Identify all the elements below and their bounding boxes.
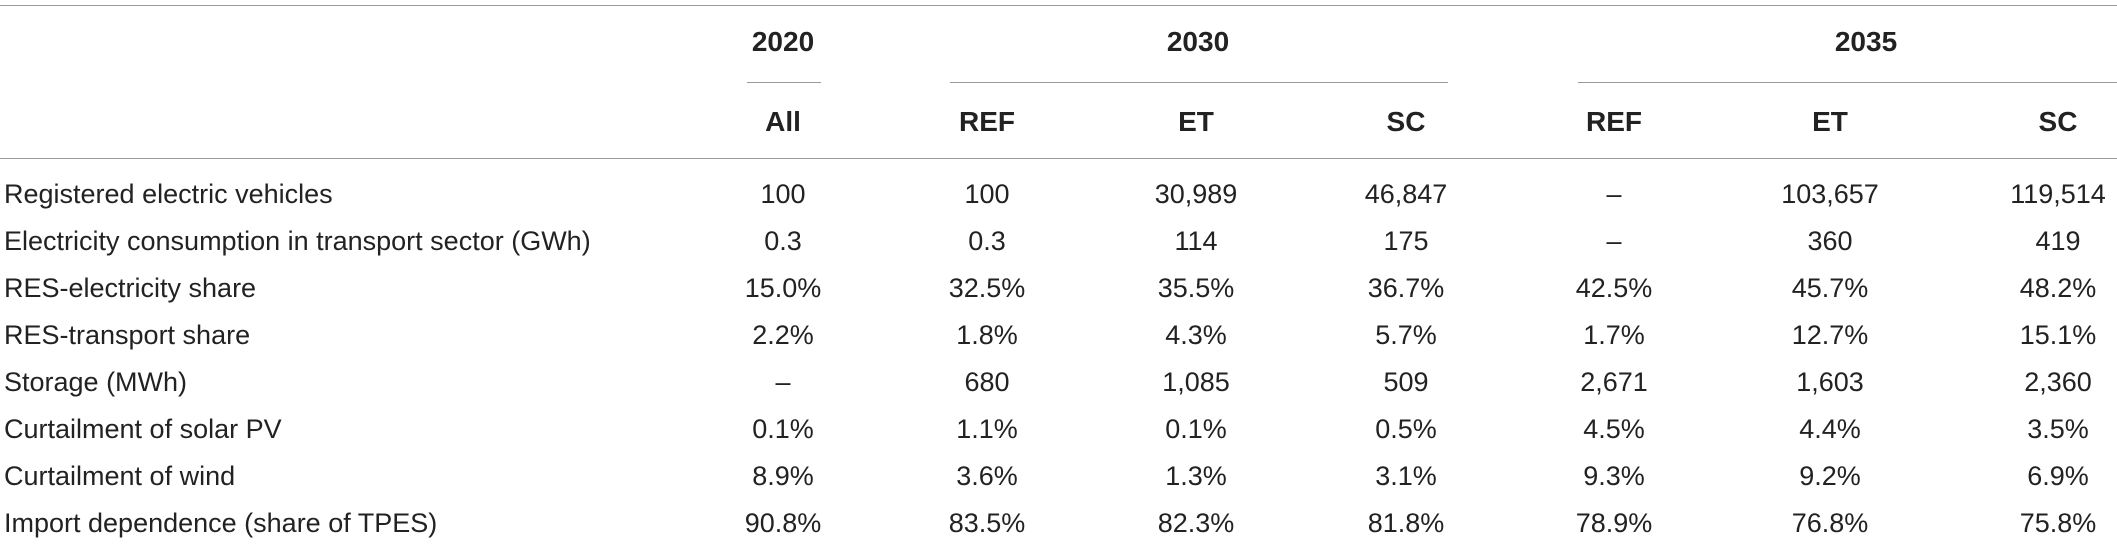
row-label: RES-electricity share	[4, 273, 257, 303]
table-cell: 42.5%	[1575, 273, 1653, 303]
table-cell: 1,603	[1796, 367, 1864, 397]
table-cell: 3.5%	[2027, 414, 2089, 444]
table-cell: 100	[964, 179, 1010, 209]
row-label: Curtailment of solar PV	[4, 414, 282, 444]
table-cell: 15.1%	[2019, 320, 2097, 350]
table-cell: 0.5%	[1375, 414, 1437, 444]
table-cell: 1,085	[1162, 367, 1230, 397]
row-label: Storage (MWh)	[4, 367, 188, 397]
table-cell: 4.4%	[1799, 414, 1861, 444]
table-cell: 12.7%	[1791, 320, 1869, 350]
table-cell: 36.7%	[1367, 273, 1445, 303]
table-cell: 1.7%	[1583, 320, 1645, 350]
table-cell: –	[775, 367, 791, 397]
top-rule	[0, 5, 2117, 6]
table-cell: 0.3	[764, 226, 802, 256]
table-cell: 1.1%	[956, 414, 1018, 444]
table-cell: 1.3%	[1165, 461, 1227, 491]
row-label: Import dependence (share of TPES)	[4, 508, 438, 538]
table-cell: 4.5%	[1583, 414, 1645, 444]
table-cell: –	[1606, 226, 1622, 256]
table-cell: 2.2%	[752, 320, 814, 350]
table-cell: 78.9%	[1575, 508, 1653, 538]
table-cell: 4.3%	[1165, 320, 1227, 350]
row-label: Electricity consumption in transport sec…	[4, 226, 591, 256]
year-header-2030: 2030	[1166, 26, 1230, 57]
table-cell: 175	[1383, 226, 1429, 256]
table-cell: 76.8%	[1791, 508, 1869, 538]
table-cell: 48.2%	[2019, 273, 2097, 303]
scenario-header-2030-sc: SC	[1386, 106, 1426, 137]
year-header-2035: 2035	[1834, 26, 1898, 57]
table-cell: 35.5%	[1157, 273, 1235, 303]
table-cell: 5.7%	[1375, 320, 1437, 350]
row-label: RES-transport share	[4, 320, 251, 350]
table-cell: 3.1%	[1375, 461, 1437, 491]
table-cell: 0.1%	[752, 414, 814, 444]
table-cell: 680	[964, 367, 1010, 397]
table-cell: 30,989	[1154, 179, 1238, 209]
table-cell: 2,671	[1580, 367, 1648, 397]
table-cell: 8.9%	[752, 461, 814, 491]
table-cell: 6.9%	[2027, 461, 2089, 491]
table-cell: 419	[2035, 226, 2081, 256]
table-cell: 0.1%	[1165, 414, 1227, 444]
table-cell: 32.5%	[948, 273, 1026, 303]
table-cell: 46,847	[1364, 179, 1448, 209]
group-rule-2030	[950, 82, 1448, 83]
group-rule-2035	[1578, 82, 2117, 83]
table-cell: 82.3%	[1157, 508, 1235, 538]
table-cell: 75.8%	[2019, 508, 2097, 538]
table-cell: 83.5%	[948, 508, 1026, 538]
scenario-header-2035-et: ET	[1812, 106, 1848, 137]
scenario-header-2035-ref: REF	[1586, 106, 1642, 137]
row-label: Registered electric vehicles	[4, 179, 333, 209]
table-cell: 1.8%	[956, 320, 1018, 350]
table-cell: 90.8%	[744, 508, 822, 538]
table-cell: 114	[1174, 226, 1218, 256]
scenario-header-2035-sc: SC	[2038, 106, 2078, 137]
table-cell: 45.7%	[1791, 273, 1869, 303]
scenario-header-2030-ref: REF	[959, 106, 1015, 137]
table-cell: 103,657	[1781, 179, 1879, 209]
table-cell: 0.3	[968, 226, 1006, 256]
table-cell: –	[1606, 179, 1622, 209]
table-cell: 3.6%	[956, 461, 1018, 491]
table-cell: 15.0%	[744, 273, 822, 303]
table-cell: 360	[1807, 226, 1853, 256]
table-cell: 9.3%	[1583, 461, 1645, 491]
header-rule	[0, 158, 2117, 159]
table-cell: 509	[1383, 367, 1429, 397]
group-rule-2020	[747, 82, 821, 83]
scenario-header-2020-all: All	[765, 106, 801, 137]
table-cell: 100	[760, 179, 806, 209]
scenario-header-2030-et: ET	[1178, 106, 1214, 137]
year-header-2020: 2020	[751, 26, 815, 57]
table-cell: 81.8%	[1367, 508, 1445, 538]
table-cell: 2,360	[2024, 367, 2092, 397]
table-cell: 9.2%	[1799, 461, 1861, 491]
table-cell: 119,514	[2010, 179, 2106, 209]
row-label: Curtailment of wind	[4, 461, 236, 491]
